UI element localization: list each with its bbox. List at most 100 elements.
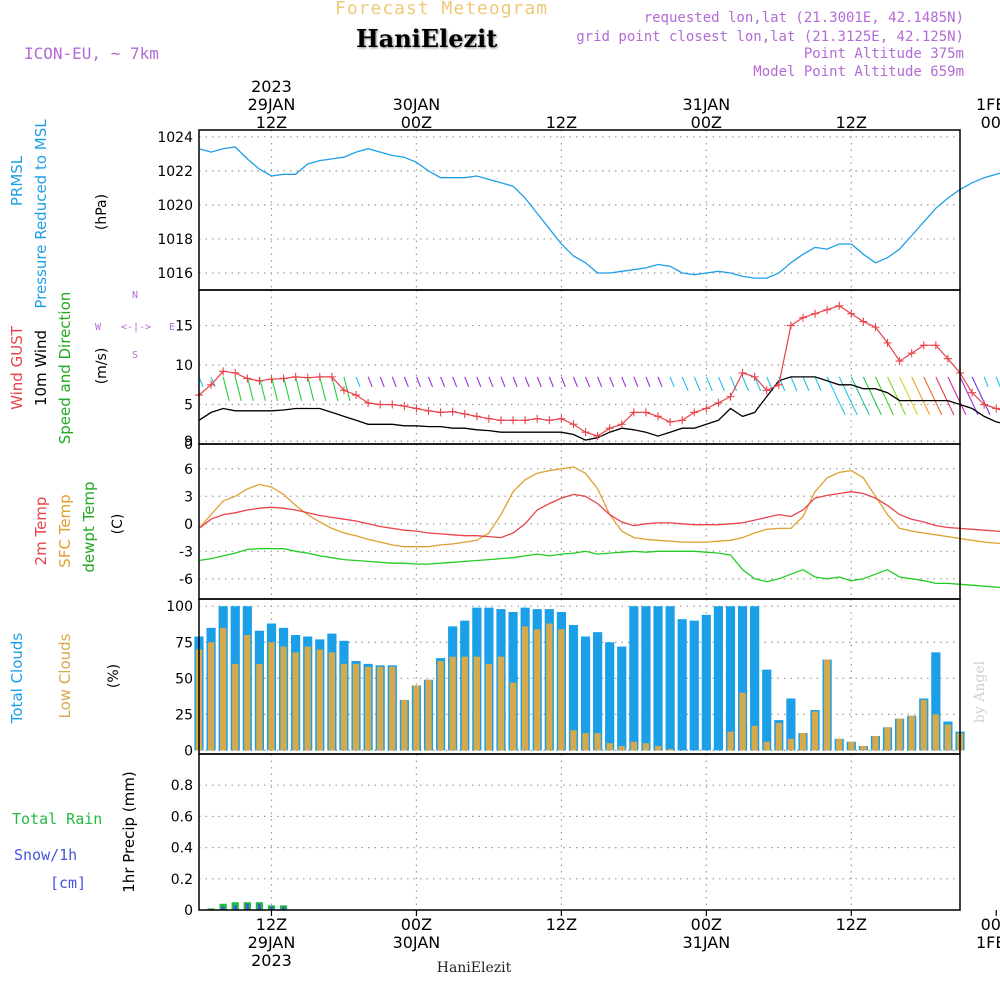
wind-direction-barb [633,376,639,388]
low-cloud-bar [220,627,227,751]
wind-direction-barb [234,376,242,402]
header-location: HaniElezit [356,24,498,53]
wind-gust-marker [593,432,602,441]
low-cloud-bar [606,743,613,751]
compass-e: E [169,322,175,333]
wind-gust-marker [352,391,361,400]
wind-gust-marker [267,375,276,384]
temp-label-sfc: SFC Temp [56,494,74,567]
wind-label-gust: Wind GUST [8,325,26,410]
low-cloud-bar [437,661,444,751]
low-cloud-bar [763,741,770,751]
low-cloud-bar [292,652,299,751]
time-label-bottom-date: 31JAN [682,933,730,952]
wind-direction-barb [283,376,291,402]
y-tick-label: 1018 [157,232,193,248]
low-cloud-bar [594,733,601,751]
header-gridpoint: grid point closest lon,lat (21.3125E, 42… [576,29,964,45]
panel-frame [198,753,961,911]
low-cloud-bar [304,646,311,751]
y-tick-label: 0.6 [171,809,193,825]
wind-gust-marker [339,386,348,395]
wind-direction-barb [971,376,991,416]
wind-direction-barb [693,376,701,392]
wind-gust-marker [774,380,783,389]
wind-gust-marker [835,301,844,310]
wind-gust-marker [255,376,264,385]
low-cloud-bar [485,663,493,751]
low-cloud-bar [727,731,734,751]
wind-gust-marker [219,367,228,376]
wind-direction-barb [597,376,603,388]
total-cloud-bar [665,606,675,751]
total-cloud-bar [617,646,627,751]
y-tick-label: 1020 [157,198,193,214]
low-cloud-bar [823,659,831,751]
wind-direction-barb [935,376,955,416]
precip-label-snow-unit: [cm] [50,874,86,892]
low-cloud-bar [787,738,795,751]
wind-direction-barb [476,376,482,388]
wind-gust-marker [919,341,928,350]
low-cloud-bar [522,626,529,751]
wind-direction-barb [911,376,931,416]
low-cloud-bar [618,746,625,751]
total-cloud-bar [653,606,663,751]
sfc-temp-line [198,466,1000,548]
precip-label-snow: Snow/1h [14,846,77,864]
temp-unit: (C) [110,514,126,535]
low-cloud-bar [509,682,517,751]
pressure-label-prmsl: PRMSL [8,155,26,206]
compass-arrows: <-|-> [121,322,151,333]
low-cloud-bar [340,663,348,751]
cloud-unit: (%) [106,664,122,688]
y-tick-label: 50 [175,671,193,687]
time-label-bottom-hour: 00Z [691,915,722,934]
wind-gust-marker [992,404,1000,413]
wind-direction-barb [887,376,907,416]
total-cloud-bar [713,606,724,751]
wind-gust-marker [279,374,288,383]
total-cloud-bar [762,669,772,751]
low-cloud-bar [896,718,903,751]
wind-gust-marker [243,374,252,383]
y-tick-label: 0 [184,743,193,759]
wind-direction-barb [331,376,339,402]
wind-gust-marker [521,416,530,425]
footer-location: HaniElezit [437,960,512,976]
pressure-unit: (hPa) [94,194,110,230]
wind-direction-barb [717,376,725,392]
header-model: ICON-EU, ~ 7km [24,44,159,63]
low-cloud-bar [401,699,408,751]
wind-direction-barb [355,376,361,388]
total-cloud-bar [750,606,760,751]
header-model-altitude: Model Point Altitude 659m [753,64,964,80]
wind-gust-marker [569,420,578,429]
wind-gust-line [198,305,1000,437]
total-cloud-bar [725,606,736,751]
time-label-bottom-hour: 00Z [981,915,1000,934]
y-tick-label: -6 [179,572,193,588]
low-cloud-bar [836,738,843,751]
wind-direction-barb [814,376,822,392]
wind-gust-marker [327,372,336,381]
header-point-altitude: Point Altitude 375m [803,46,964,62]
total-cloud-bar [677,619,687,751]
y-tick-label: 0.4 [171,841,193,857]
wind-direction-barb [391,376,397,388]
time-label-top-hour: 12Z [546,113,577,132]
low-cloud-bar [582,733,589,751]
temp-label-dewpt: dewpt Temp [80,481,98,572]
wind-direction-barb [488,376,494,388]
wind-gust-marker [605,424,614,433]
wind-gust-marker [847,309,856,318]
wind-gust-marker [303,373,312,382]
wind-direction-barb [899,376,919,416]
wind-gust-marker [472,412,481,421]
wind-gust-marker [750,372,759,381]
pressure-line [198,146,1000,279]
wind-direction-barb [512,376,518,388]
precip-label-rain: Total Rain [12,810,102,828]
cloud-label-total: Total Clouds [8,633,26,725]
wind-gust-marker [448,407,457,416]
